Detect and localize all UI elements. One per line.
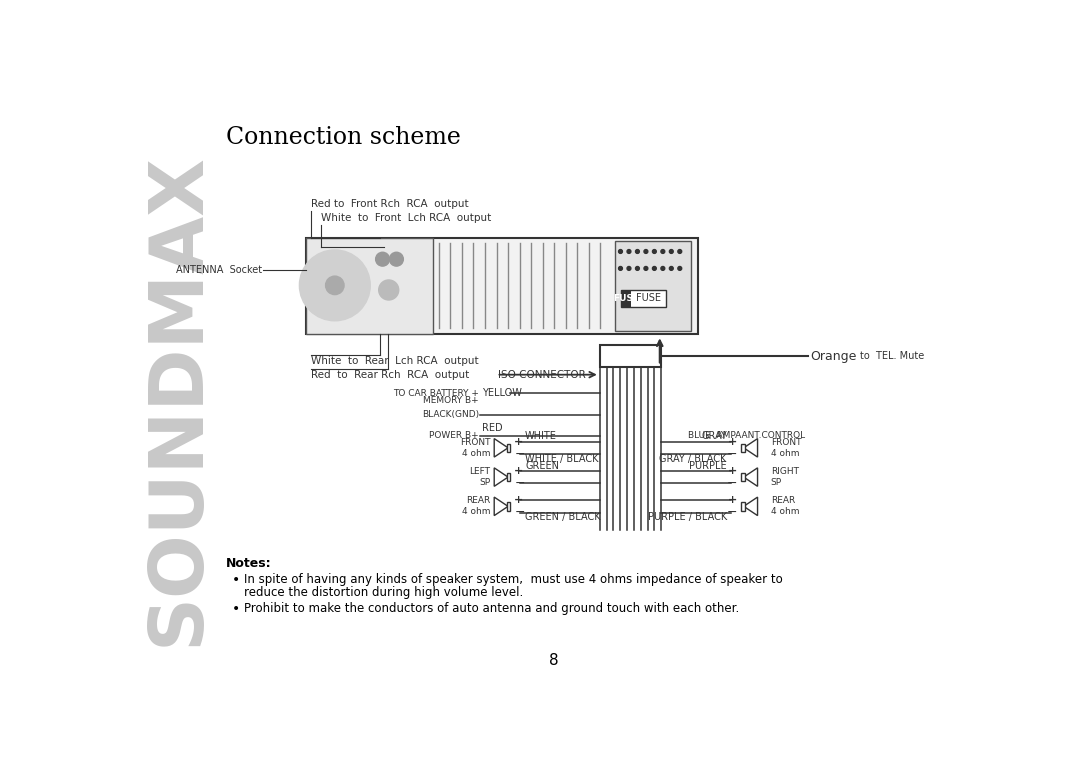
Circle shape [635, 250, 639, 253]
Circle shape [299, 250, 370, 321]
Bar [306, 237, 433, 334]
Bar [741, 473, 745, 481]
Text: Red  to  Rear Rch  RCA  output: Red to Rear Rch RCA output [311, 370, 469, 380]
Circle shape [376, 252, 390, 266]
Text: −: − [727, 476, 738, 490]
Text: GRAY: GRAY [701, 431, 727, 441]
Text: −: − [727, 506, 738, 519]
Text: +: + [514, 495, 524, 505]
Text: SOUNDMAX: SOUNDMAX [141, 152, 214, 646]
Bar [621, 290, 632, 307]
Polygon shape [744, 438, 757, 457]
Circle shape [661, 250, 665, 253]
Text: FRONT: FRONT [771, 438, 801, 447]
Text: −: − [727, 447, 738, 460]
Bar [507, 502, 511, 511]
Text: FUSE: FUSE [613, 294, 639, 303]
Text: −: − [514, 506, 525, 519]
Text: −: − [514, 476, 525, 490]
Circle shape [678, 250, 681, 253]
Polygon shape [495, 438, 508, 457]
Text: Connection scheme: Connection scheme [226, 126, 461, 149]
Polygon shape [744, 468, 757, 486]
Bar [507, 444, 511, 452]
Circle shape [652, 250, 657, 253]
Bar [306, 237, 699, 334]
Bar [507, 473, 511, 481]
Circle shape [644, 250, 648, 253]
Polygon shape [495, 468, 508, 486]
Text: White  to  Rear  Lch RCA  output: White to Rear Lch RCA output [311, 356, 478, 366]
Text: ISO CONNECTOR: ISO CONNECTOR [498, 370, 585, 380]
Text: Orange: Orange [811, 350, 858, 363]
Text: GREEN / BLACK: GREEN / BLACK [525, 512, 600, 522]
Text: Notes:: Notes: [226, 557, 272, 570]
Polygon shape [495, 497, 508, 516]
Bar [741, 444, 745, 452]
Circle shape [627, 266, 631, 270]
Text: −: − [514, 447, 525, 460]
Bar [741, 502, 745, 511]
Circle shape [390, 252, 403, 266]
Text: 8: 8 [549, 654, 558, 668]
Text: POWER B+: POWER B+ [429, 431, 478, 440]
Text: REAR: REAR [771, 496, 795, 505]
Text: 4 ohm: 4 ohm [462, 508, 490, 516]
Text: +: + [728, 466, 738, 476]
Text: SP: SP [771, 478, 782, 487]
Text: PURPLE / BLACK: PURPLE / BLACK [648, 512, 727, 522]
Text: Prohibit to make the conductors of auto antenna and ground touch with each other: Prohibit to make the conductors of auto … [244, 602, 739, 615]
Circle shape [627, 250, 631, 253]
Circle shape [678, 266, 681, 270]
Circle shape [379, 280, 399, 300]
Text: +: + [728, 437, 738, 447]
Circle shape [619, 250, 622, 253]
Text: BLACK(GND): BLACK(GND) [421, 410, 478, 419]
Text: In spite of having any kinds of speaker system,  must use 4 ohms impedance of sp: In spite of having any kinds of speaker … [244, 572, 783, 585]
Bar [616, 240, 690, 331]
Text: +: + [514, 437, 524, 447]
Text: WHITE / BLACK: WHITE / BLACK [525, 454, 598, 463]
Text: •: • [231, 572, 240, 587]
Text: GRAY / BLACK: GRAY / BLACK [660, 454, 727, 463]
Bar [599, 345, 661, 367]
Text: to  TEL. Mute: to TEL. Mute [860, 351, 924, 361]
Text: MEMORY B+: MEMORY B+ [423, 396, 478, 406]
Text: GREEN: GREEN [525, 460, 559, 470]
Text: SP: SP [480, 478, 490, 487]
Text: •: • [231, 602, 240, 616]
Text: FUSE: FUSE [636, 294, 661, 304]
Text: WHITE: WHITE [525, 431, 557, 441]
Text: 4 ohm: 4 ohm [771, 449, 799, 457]
Text: YELLOW: YELLOW [482, 388, 522, 398]
Circle shape [670, 266, 673, 270]
Circle shape [619, 266, 622, 270]
Text: 4 ohm: 4 ohm [771, 508, 799, 516]
Text: REAR: REAR [467, 496, 490, 505]
Text: White  to  Front  Lch RCA  output: White to Front Lch RCA output [321, 213, 491, 223]
Circle shape [652, 266, 657, 270]
Text: Red to  Front Rch  RCA  output: Red to Front Rch RCA output [311, 199, 469, 209]
Circle shape [325, 276, 345, 295]
Circle shape [661, 266, 665, 270]
Circle shape [644, 266, 648, 270]
Text: RED: RED [482, 423, 502, 433]
Text: +: + [728, 495, 738, 505]
Text: BLUE  AMPAANT.CONTROL: BLUE AMPAANT.CONTROL [688, 431, 806, 440]
Text: +: + [514, 466, 524, 476]
Text: FRONT: FRONT [460, 438, 490, 447]
Bar [621, 290, 666, 307]
Text: 4 ohm: 4 ohm [462, 449, 490, 457]
Text: LEFT: LEFT [470, 467, 490, 476]
Text: PURPLE: PURPLE [689, 460, 727, 470]
Polygon shape [744, 497, 757, 516]
Circle shape [670, 250, 673, 253]
Circle shape [635, 266, 639, 270]
Text: TO CAR BATTERY +: TO CAR BATTERY + [393, 389, 478, 398]
Text: RIGHT: RIGHT [771, 467, 798, 476]
Text: ANTENNA  Socket: ANTENNA Socket [176, 265, 262, 275]
Text: reduce the distortion during high volume level.: reduce the distortion during high volume… [244, 586, 523, 599]
